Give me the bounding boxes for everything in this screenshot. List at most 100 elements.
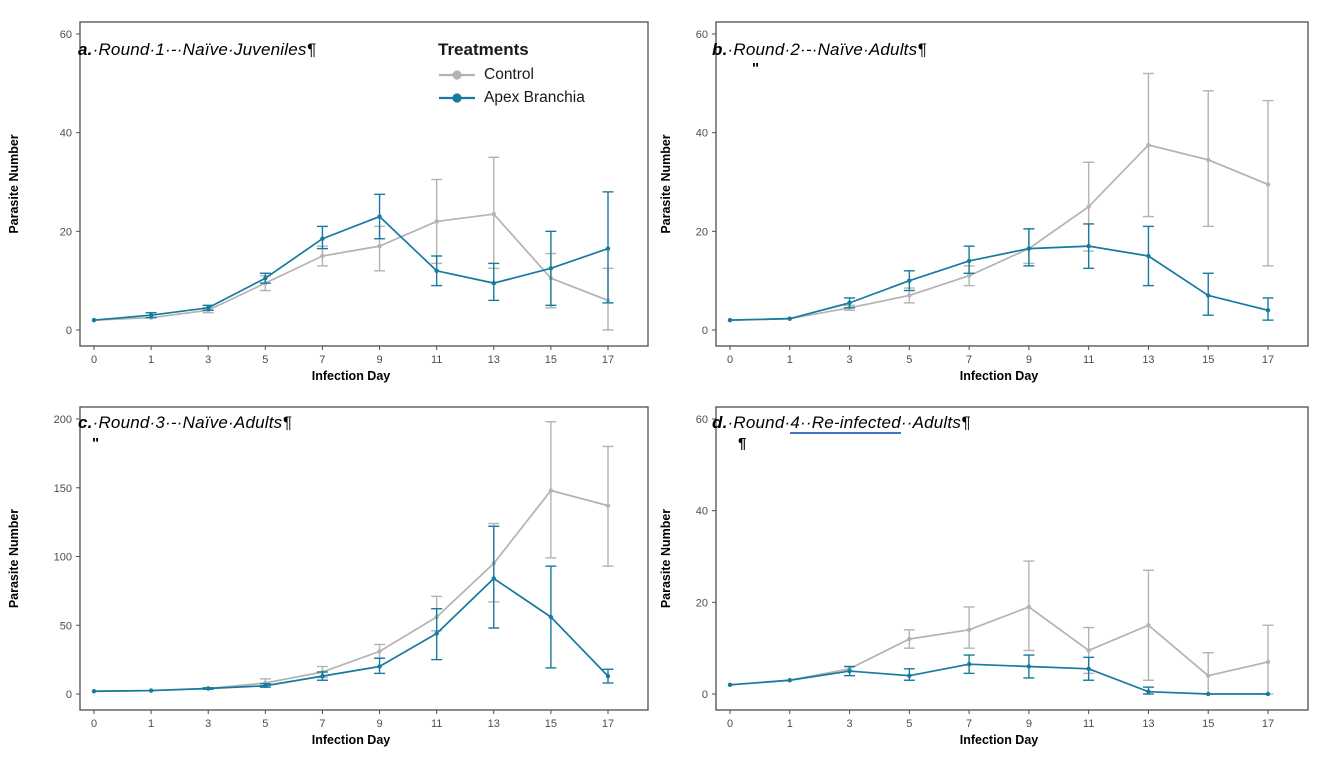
y-tick-label: 0 bbox=[702, 689, 708, 701]
apex-branchia-line bbox=[729, 245, 1269, 321]
y-tick-label: 60 bbox=[696, 29, 708, 41]
x-tick-label: 11 bbox=[431, 718, 442, 730]
control-points bbox=[727, 142, 1271, 323]
control-line bbox=[93, 489, 609, 693]
y-axis-title: Parasite Number bbox=[7, 134, 21, 233]
x-tick-label: 1 bbox=[787, 718, 793, 730]
panel-title-text: ·Round·1·-·Naïve·Juveniles bbox=[92, 40, 307, 59]
legend-title: Treatments bbox=[438, 40, 529, 59]
y-axis-title: Parasite Number bbox=[7, 509, 21, 608]
apex-branchia-key-icon bbox=[439, 92, 475, 103]
y-tick-label: 20 bbox=[696, 597, 708, 609]
x-tick-label: 15 bbox=[1202, 718, 1214, 730]
x-tick-label: 0 bbox=[727, 354, 733, 366]
apex-branchia-error-bars bbox=[202, 525, 614, 690]
legend-label-control: Control bbox=[484, 65, 534, 83]
legend-label-apex-branchia: Apex Branchia bbox=[484, 88, 585, 106]
panel-title-prefix: c. bbox=[78, 413, 93, 432]
control-error-bars bbox=[844, 72, 1274, 311]
y-tick-label: 150 bbox=[54, 483, 72, 495]
x-tick-label: 1 bbox=[148, 718, 154, 730]
x-tick-label: 5 bbox=[906, 718, 912, 730]
x-tick-label: 1 bbox=[148, 354, 154, 366]
x-tick-label: 13 bbox=[1142, 718, 1154, 730]
x-tick-label: 11 bbox=[1083, 718, 1094, 730]
panel-title-prefix: d. bbox=[712, 413, 728, 432]
y-tick-label: 40 bbox=[60, 128, 72, 140]
control-key-icon bbox=[439, 69, 475, 80]
control-error-bars bbox=[844, 560, 1274, 695]
y-tick-label: 40 bbox=[696, 506, 708, 518]
x-tick-label: 11 bbox=[1083, 354, 1094, 366]
y-tick-label: 40 bbox=[696, 128, 708, 140]
pilcrow-mark: ¶ bbox=[917, 40, 927, 59]
apex-branchia-points bbox=[727, 243, 1271, 323]
apex-branchia-line bbox=[93, 215, 609, 321]
y-tick-label: 0 bbox=[702, 325, 708, 337]
x-tick-label: 17 bbox=[602, 354, 614, 366]
control-points bbox=[727, 604, 1271, 688]
x-tick-label: 5 bbox=[906, 354, 912, 366]
y-tick-label: 20 bbox=[696, 226, 708, 238]
y-tick-label: 200 bbox=[54, 414, 72, 426]
control-points bbox=[91, 488, 611, 694]
apex-branchia-points bbox=[91, 214, 611, 323]
x-axis-title: Infection Day bbox=[960, 733, 1039, 747]
x-tick-label: 7 bbox=[966, 354, 972, 366]
x-tick-label: 3 bbox=[846, 718, 852, 730]
panel-title-prefix: a. bbox=[78, 40, 93, 59]
x-tick-label: 7 bbox=[319, 354, 325, 366]
panel-title-b: b.·Round·2·-·Naïve·Adults¶ bbox=[712, 40, 927, 60]
panel-c: 0 50 100 150 200 0 1 3 5 7 9 11 13 15 17 Parasite Numbe… bbox=[0, 385, 660, 769]
panel-title-a: a.·Round·1·-·Naïve·Juveniles¶ bbox=[78, 40, 316, 60]
x-axis-title: Infection Day bbox=[312, 733, 391, 747]
panel-title-c: c.·Round·3·-·Naïve·Adults¶ bbox=[78, 413, 292, 433]
x-axis-title: Infection Day bbox=[312, 369, 391, 383]
pilcrow-mark: ¶ bbox=[738, 435, 747, 452]
panel-title-underlined-text: 4··Re-infected bbox=[790, 413, 901, 434]
x-tick-label: 11 bbox=[431, 354, 442, 366]
pilcrow-mark: ¶ bbox=[961, 413, 971, 432]
y-tick-label: 0 bbox=[66, 325, 72, 337]
panel-border bbox=[715, 21, 1309, 347]
stray-quote-mark: " bbox=[92, 435, 100, 452]
panel-b: 0 20 40 60 0 1 3 5 7 9 11 13 15 17 Parasite Number Infe… bbox=[660, 0, 1320, 385]
x-tick-label: 3 bbox=[205, 354, 211, 366]
apex-branchia-points bbox=[91, 576, 611, 694]
x-tick-label: 15 bbox=[545, 354, 557, 366]
x-tick-label: 7 bbox=[966, 718, 972, 730]
x-tick-label: 7 bbox=[319, 718, 325, 730]
y-tick-label: 0 bbox=[66, 689, 72, 701]
x-tick-label: 0 bbox=[91, 718, 97, 730]
x-tick-label: 9 bbox=[376, 354, 382, 366]
legend-entry-control: Control bbox=[438, 63, 585, 86]
panel-title-text: ·Round·3·-·Naïve·Adults bbox=[92, 413, 283, 432]
apex-branchia-error-bars bbox=[844, 223, 1274, 321]
y-tick-label: 50 bbox=[60, 620, 72, 632]
panel-border bbox=[79, 406, 649, 711]
panel-border bbox=[715, 406, 1309, 711]
control-line bbox=[93, 213, 609, 321]
legend-entry-apex-branchia: Apex Branchia bbox=[438, 86, 585, 109]
x-tick-label: 15 bbox=[545, 718, 557, 730]
pilcrow-mark: ¶ bbox=[282, 413, 292, 432]
legend: Treatments Control Apex Branchia bbox=[438, 40, 585, 109]
panel-a: Treatments Control Apex Branchia 0 20 40 60… bbox=[0, 0, 660, 385]
y-axis-title: Parasite Number bbox=[660, 134, 673, 233]
x-tick-label: 9 bbox=[1026, 718, 1032, 730]
x-tick-label: 0 bbox=[727, 718, 733, 730]
x-tick-label: 0 bbox=[91, 354, 97, 366]
stray-quote-mark: " bbox=[752, 60, 760, 77]
x-tick-label: 17 bbox=[602, 718, 614, 730]
panel-title-d: d.·Round·4··Re-infected··Adults¶ bbox=[712, 413, 971, 434]
apex-branchia-line bbox=[729, 663, 1268, 695]
y-axis-title: Parasite Number bbox=[660, 509, 673, 608]
x-tick-label: 1 bbox=[787, 354, 793, 366]
control-line bbox=[729, 144, 1269, 321]
panel-title-text: ··Adults bbox=[900, 413, 962, 432]
